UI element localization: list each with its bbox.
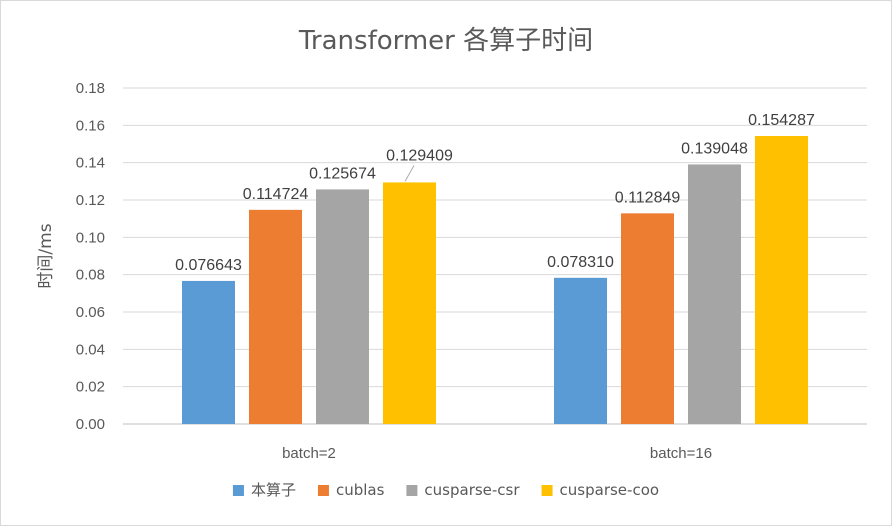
data-label: 0.129409: [386, 147, 453, 164]
chart-title: Transformer 各算子时间: [298, 26, 593, 56]
data-label: 0.114724: [243, 186, 309, 203]
y-axis-ticks: 0.00 0.02 0.04 0.06 0.08 0.10 0.12 0.14 0.16 0.18: [76, 80, 105, 433]
data-label: 0.112849: [615, 189, 681, 206]
y-tick-label: 0.00: [76, 416, 105, 433]
bar-cublas-batch=2: [249, 209, 302, 424]
legend-label: cusparse-coo: [560, 481, 660, 499]
data-label: 0.076643: [175, 257, 242, 274]
bar-cusparse-csr-batch=16: [688, 164, 741, 425]
data-label: 0.139048: [681, 140, 748, 157]
y-tick-label: 0.16: [76, 117, 105, 134]
data-label: 0.078310: [547, 254, 614, 271]
legend-label: cusparse-csr: [424, 481, 520, 499]
y-axis-label: 时间/ms: [36, 223, 56, 288]
y-tick-label: 0.02: [76, 379, 105, 396]
bar-cublas-batch=16: [621, 213, 674, 424]
bar-cusparse-coo-batch=16: [755, 135, 808, 424]
legend-item: 本算子: [232, 481, 296, 499]
legend-swatch: [232, 485, 244, 496]
legend-item: cusparse-coo: [541, 481, 660, 499]
legend-label: cublas: [336, 481, 385, 499]
bar-cusparse-csr-batch=2: [316, 189, 369, 424]
x-axis-categories: batch=2 batch=16: [282, 445, 712, 462]
legend-item: cublas: [317, 481, 385, 499]
legend-swatch: [317, 485, 329, 496]
data-label: 0.154287: [748, 112, 815, 129]
bars: [182, 135, 808, 425]
x-category-label: batch=16: [650, 445, 712, 462]
y-tick-label: 0.10: [76, 229, 105, 246]
legend-swatch: [406, 485, 418, 496]
y-tick-label: 0.04: [76, 341, 105, 358]
y-tick-label: 0.18: [76, 80, 105, 97]
bar-本算子-batch=16: [554, 277, 607, 424]
gridlines: [123, 87, 867, 425]
y-tick-label: 0.12: [76, 192, 105, 209]
y-tick-label: 0.08: [76, 267, 105, 284]
y-tick-label: 0.06: [76, 304, 105, 321]
legend-item: cusparse-csr: [406, 481, 520, 499]
data-label-leader-line: [404, 165, 415, 182]
x-category-label: batch=2: [282, 445, 336, 462]
legend-label: 本算子: [251, 481, 296, 499]
data-label: 0.125674: [309, 165, 376, 182]
legend: 本算子 cublas cusparse-csr cusparse-coo: [232, 481, 660, 499]
bar-本算子-batch=2: [182, 280, 235, 424]
legend-swatch: [541, 485, 553, 496]
y-tick-label: 0.14: [76, 155, 105, 172]
bar-cusparse-coo-batch=2: [383, 182, 436, 424]
